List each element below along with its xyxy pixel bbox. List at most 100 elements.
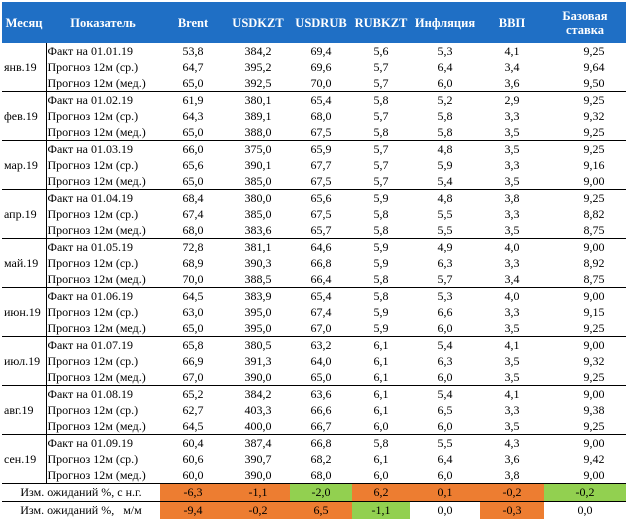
value-cell: 66,4 <box>290 271 352 288</box>
value-cell: 63,0 <box>160 304 226 320</box>
value-cell: 5,7 <box>352 141 410 158</box>
value-cell: 3,5 <box>480 353 544 369</box>
value-cell: 3,3 <box>480 206 544 222</box>
value-cell: 390,7 <box>226 451 290 467</box>
value-cell: 3,8 <box>480 467 544 484</box>
value-cell: 65,0 <box>160 75 226 92</box>
value-cell: 5,9 <box>352 255 410 271</box>
value-cell: 9,25 <box>544 141 626 158</box>
summary-value-cell: -1,1 <box>226 484 290 502</box>
value-cell: 67,0 <box>160 369 226 386</box>
value-cell: 9,16 <box>544 157 626 173</box>
indicator-cell: Прогноз 12м (мед.) <box>46 75 160 92</box>
value-cell: 5,4 <box>410 386 480 403</box>
value-cell: 60,4 <box>160 435 226 452</box>
value-cell: 65,8 <box>160 337 226 354</box>
indicator-cell: Прогноз 12м (мед.) <box>46 173 160 190</box>
value-cell: 9,25 <box>544 43 626 59</box>
value-cell: 9,25 <box>544 418 626 435</box>
value-cell: 9,25 <box>544 190 626 207</box>
value-cell: 6,0 <box>410 418 480 435</box>
value-cell: 5,3 <box>410 288 480 305</box>
value-cell: 66,0 <box>160 141 226 158</box>
value-cell: 387,4 <box>226 435 290 452</box>
value-cell: 5,5 <box>410 435 480 452</box>
value-cell: 8,75 <box>544 222 626 239</box>
value-cell: 9,50 <box>544 75 626 92</box>
value-cell: 65,7 <box>290 222 352 239</box>
value-cell: 4,9 <box>410 239 480 256</box>
value-cell: 3,5 <box>480 320 544 337</box>
indicator-cell: Факт на 01.08.19 <box>46 386 160 403</box>
value-cell: 9,00 <box>544 288 626 305</box>
value-cell: 64,3 <box>160 108 226 124</box>
value-cell: 65,0 <box>160 124 226 141</box>
value-cell: 67,4 <box>290 304 352 320</box>
value-cell: 4,3 <box>480 435 544 452</box>
value-cell: 395,0 <box>226 320 290 337</box>
value-cell: 4,1 <box>480 43 544 59</box>
value-cell: 67,5 <box>290 206 352 222</box>
value-cell: 64,0 <box>290 353 352 369</box>
value-cell: 9,00 <box>544 435 626 452</box>
value-cell: 2,9 <box>480 92 544 109</box>
value-cell: 9,00 <box>544 467 626 484</box>
value-cell: 4,8 <box>410 141 480 158</box>
indicator-cell: Факт на 01.01.19 <box>46 43 160 59</box>
value-cell: 3,5 <box>480 222 544 239</box>
value-cell: 5,7 <box>352 108 410 124</box>
value-cell: 6,3 <box>410 353 480 369</box>
indicator-cell: Факт на 01.07.19 <box>46 337 160 354</box>
value-cell: 9,00 <box>544 239 626 256</box>
value-cell: 389,1 <box>226 108 290 124</box>
value-cell: 6,3 <box>410 255 480 271</box>
value-cell: 6,1 <box>352 353 410 369</box>
summary-value-cell: -2,0 <box>290 484 352 502</box>
value-cell: 4,1 <box>480 337 544 354</box>
value-cell: 390,0 <box>226 467 290 484</box>
value-cell: 5,3 <box>410 43 480 59</box>
summary-value-cell: 0,0 <box>544 502 626 519</box>
summary-label: Изм. ожиданий %, м/м <box>2 502 160 519</box>
value-cell: 3,5 <box>480 418 544 435</box>
month-cell: июн.19 <box>2 288 46 337</box>
value-cell: 5,4 <box>410 173 480 190</box>
value-cell: 64,5 <box>160 418 226 435</box>
value-cell: 5,8 <box>352 288 410 305</box>
value-cell: 65,2 <box>160 386 226 403</box>
value-cell: 5,9 <box>352 239 410 256</box>
value-cell: 3,3 <box>480 402 544 418</box>
value-cell: 403,3 <box>226 402 290 418</box>
summary-value-cell: 6,5 <box>290 502 352 519</box>
value-cell: 68,0 <box>290 108 352 124</box>
value-cell: 4,0 <box>480 288 544 305</box>
indicator-cell: Факт на 01.03.19 <box>46 141 160 158</box>
header-usdrub: USDRUB <box>290 2 352 43</box>
indicator-cell: Прогноз 12м (ср.) <box>46 108 160 124</box>
value-cell: 388,5 <box>226 271 290 288</box>
value-cell: 6,6 <box>410 304 480 320</box>
value-cell: 383,9 <box>226 288 290 305</box>
value-cell: 3,6 <box>480 451 544 467</box>
value-cell: 3,5 <box>480 369 544 386</box>
value-cell: 380,5 <box>226 337 290 354</box>
value-cell: 383,6 <box>226 222 290 239</box>
month-cell: май.19 <box>2 239 46 288</box>
value-cell: 64,6 <box>290 239 352 256</box>
value-cell: 400,0 <box>226 418 290 435</box>
value-cell: 9,64 <box>544 59 626 75</box>
value-cell: 9,25 <box>544 92 626 109</box>
indicator-cell: Факт на 01.02.19 <box>46 92 160 109</box>
value-cell: 381,1 <box>226 239 290 256</box>
